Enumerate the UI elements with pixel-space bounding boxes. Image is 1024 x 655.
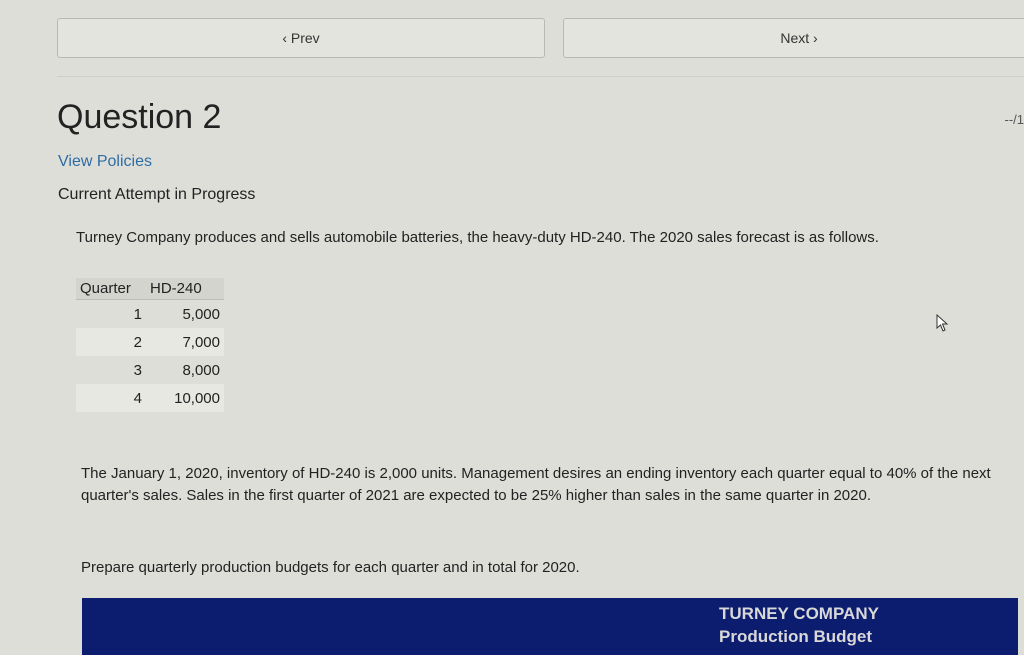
sales-forecast-table: Quarter HD-240 1 5,000 2 7,000 3 8,000 4 10,… [76, 278, 224, 412]
header-quarter: Quarter [76, 278, 146, 300]
mouse-cursor-icon [936, 314, 949, 332]
quarter-cell: 1 [133, 305, 142, 323]
quarter-cell: 2 [76, 328, 146, 356]
divider [57, 76, 1024, 77]
view-policies-link[interactable]: View Policies [58, 153, 152, 170]
quarter-cell: 4 [76, 384, 146, 412]
header-hd240: HD-240 [146, 278, 224, 300]
budget-title: Production Budget [719, 627, 872, 646]
value-cell: 7,000 [146, 328, 224, 356]
problem-details: The January 1, 2020, inventory of HD-240… [81, 465, 991, 504]
quarter-cell: 3 [133, 361, 142, 379]
value-cell: 10,000 [146, 384, 224, 412]
next-button[interactable]: Next › [563, 18, 1024, 58]
attempt-status: Current Attempt in Progress [58, 186, 256, 203]
table-row: 1 5,000 [76, 300, 224, 329]
value-cell: 5,000 [182, 305, 220, 323]
table-row: 2 7,000 [76, 328, 224, 356]
question-title: Question 2 [57, 98, 222, 136]
problem-instruction: Prepare quarterly production budgets for… [81, 559, 580, 576]
production-budget-header: TURNEY COMPANY Production Budget [82, 598, 1018, 655]
problem-intro: Turney Company produces and sells automo… [76, 229, 879, 246]
value-cell: 8,000 [182, 361, 220, 379]
score: --/1 [1004, 112, 1024, 127]
table-row: 4 10,000 [76, 384, 224, 412]
prev-button[interactable]: ‹ Prev [57, 18, 545, 58]
company-name: TURNEY COMPANY [719, 604, 879, 623]
table-row: 3 8,000 [76, 356, 224, 384]
